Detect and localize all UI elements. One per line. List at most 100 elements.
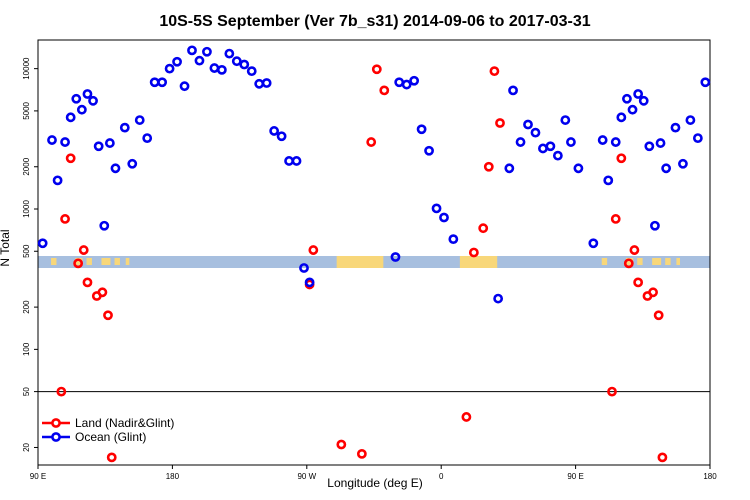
- land-point: [483, 161, 494, 172]
- x-tick-label: 90 E: [30, 472, 46, 481]
- ocean-point: [560, 115, 571, 125]
- ocean-point: [515, 137, 526, 147]
- land-point: [308, 245, 319, 255]
- ocean-point: [508, 85, 518, 96]
- ocean-point: [93, 141, 104, 152]
- legend-ocean-label: Ocean (Glint): [75, 430, 146, 444]
- x-tick-label: 90 E: [567, 472, 583, 481]
- ocean-point: [194, 55, 205, 66]
- legend: Land (Nadir&Glint)Ocean (Glint): [42, 416, 174, 444]
- y-tick-label: 200: [22, 300, 31, 314]
- x-tick-label: 180: [166, 472, 180, 481]
- ocean-point: [104, 138, 115, 148]
- map-strip-island: [114, 258, 120, 265]
- ocean-point: [157, 77, 168, 88]
- map-strip-island: [101, 258, 111, 265]
- ocean-point: [71, 93, 82, 104]
- ocean-point: [99, 220, 110, 231]
- ocean-point: [187, 45, 197, 56]
- land-point: [607, 386, 617, 397]
- map-strip-island: [51, 258, 57, 265]
- ocean-point: [47, 135, 57, 145]
- legend-land-marker: [51, 418, 61, 428]
- land-point: [623, 258, 634, 269]
- map-strip-island: [125, 258, 130, 265]
- y-tick-label: 1000: [22, 200, 31, 218]
- ocean-point: [523, 119, 533, 130]
- map-strip-island: [86, 258, 92, 265]
- land-point: [78, 245, 89, 255]
- ocean-point: [119, 122, 130, 133]
- ocean-point: [246, 66, 257, 77]
- map-strip-island: [601, 258, 608, 265]
- ocean-point: [670, 122, 681, 133]
- ocean-point: [284, 156, 294, 166]
- ocean-point: [650, 220, 660, 231]
- ocean-point: [424, 145, 434, 156]
- land-point: [461, 412, 472, 422]
- y-tick-label: 100: [22, 342, 31, 356]
- land-point: [653, 310, 664, 321]
- land-point: [103, 310, 113, 321]
- x-tick-label: 90 W: [297, 472, 316, 481]
- land-point: [65, 153, 76, 164]
- map-strip: [38, 256, 710, 268]
- land-point: [495, 118, 505, 128]
- y-tick-label: 500: [22, 244, 31, 258]
- ocean-point: [678, 158, 688, 169]
- x-axis: 90 E 180 90 W 0 90 E 180: [30, 465, 717, 481]
- ocean-point: [530, 127, 541, 138]
- ocean-point: [692, 133, 703, 144]
- ocean-point: [110, 163, 121, 174]
- land-point: [657, 452, 668, 463]
- ocean-point: [633, 89, 644, 99]
- map-strip-land: [459, 256, 498, 268]
- ocean-point: [216, 64, 227, 75]
- ocean-point: [239, 59, 250, 70]
- ocean-point: [142, 133, 153, 144]
- map-strip-island: [665, 258, 671, 265]
- y-tick-label: 2000: [22, 157, 31, 175]
- ocean-point: [545, 141, 556, 152]
- ocean-point: [685, 115, 696, 125]
- ocean-point: [65, 112, 76, 123]
- ocean-point: [37, 238, 48, 249]
- ocean-point: [431, 203, 442, 214]
- ocean-point: [416, 124, 427, 135]
- ocean-point: [254, 78, 265, 89]
- ocean-point: [538, 143, 548, 154]
- ocean-point: [493, 293, 504, 304]
- map-strip-island: [676, 258, 680, 265]
- y-tick-label: 20: [22, 442, 31, 451]
- ocean-point: [202, 46, 212, 57]
- ocean-point: [60, 137, 70, 147]
- ocean-point: [261, 78, 272, 88]
- ocean-point: [552, 150, 563, 161]
- ocean-point: [149, 77, 160, 88]
- ocean-point: [76, 104, 87, 115]
- map-strip-island: [75, 258, 83, 265]
- ocean-point: [700, 77, 711, 88]
- land-point: [468, 247, 479, 258]
- land-point: [616, 153, 627, 164]
- land-point: [56, 386, 67, 397]
- ocean-point: [588, 238, 599, 249]
- ocean-point: [566, 137, 576, 147]
- ocean-point: [52, 175, 63, 186]
- land-point: [633, 277, 644, 288]
- legend-land-label: Land (Nadir&Glint): [75, 416, 174, 430]
- land-point: [97, 287, 108, 298]
- ocean-point: [401, 79, 412, 90]
- x-axis-label: Longitude (deg E): [327, 476, 422, 490]
- ocean-point: [616, 112, 627, 123]
- chart-title: 10S-5S September (Ver 7b_s31) 2014-09-06…: [159, 13, 590, 30]
- map-strip-land: [336, 256, 384, 268]
- ocean-point: [655, 138, 666, 148]
- ocean-point: [394, 77, 405, 88]
- land-point: [371, 64, 382, 75]
- land-point: [379, 85, 390, 96]
- ocean-point: [172, 56, 182, 67]
- ocean-point: [276, 131, 287, 142]
- data-points: [37, 45, 711, 463]
